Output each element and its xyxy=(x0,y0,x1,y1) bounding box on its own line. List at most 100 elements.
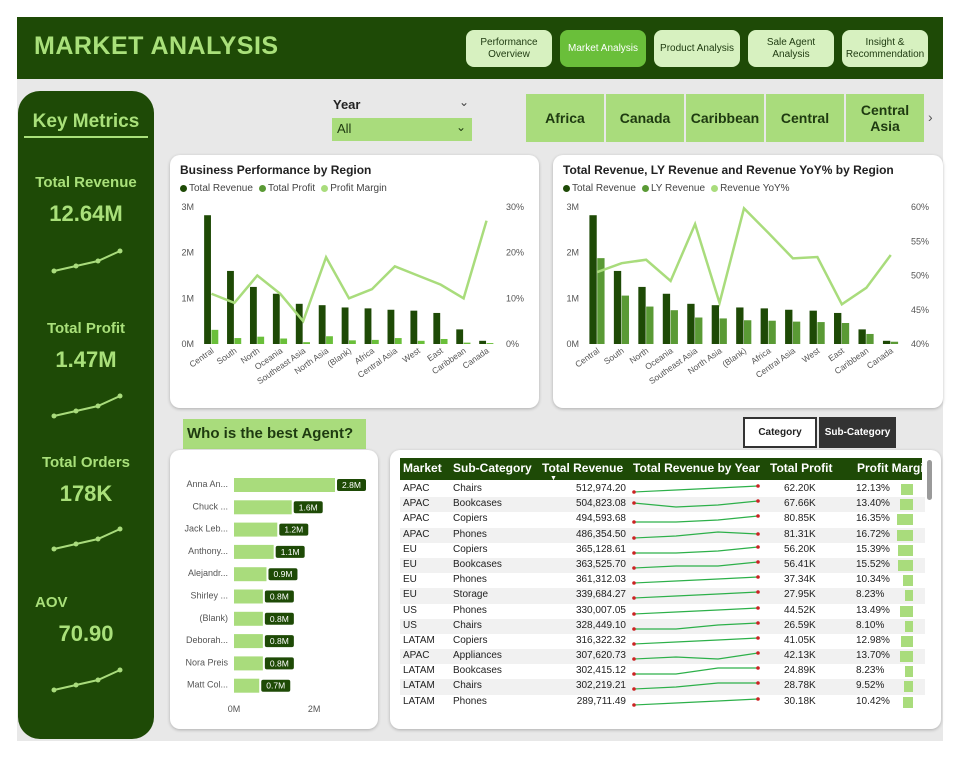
bar-total-revenue xyxy=(662,293,671,344)
table-row[interactable]: LATAM Copiers 316,322.32 41.05K 12.98% xyxy=(400,634,925,649)
cell-market: LATAM xyxy=(403,634,435,646)
business-performance-card: Business Performance by Region Total Rev… xyxy=(170,155,539,408)
cell-profit-margin: 16.72% xyxy=(856,528,890,540)
legend-item[interactable]: Revenue YoY% xyxy=(711,183,790,194)
nav-insight-recommendation[interactable]: Insight & Recommendation xyxy=(842,30,928,67)
profit-margin-bar xyxy=(900,499,913,511)
cell-sub-category: Storage xyxy=(453,589,489,601)
col-market[interactable]: Market xyxy=(403,461,442,475)
col-profit-margin[interactable]: Profit Margin xyxy=(857,461,922,475)
region-central[interactable]: Central xyxy=(766,94,844,142)
legend-item[interactable]: Total Revenue xyxy=(563,183,636,194)
nav-product-analysis[interactable]: Product Analysis xyxy=(654,30,740,67)
agent-bar-chart[interactable]: Anna An... 2.8M Chuck ... 1.6M Jack Leb... 1.… xyxy=(170,450,378,729)
bar-ly-revenue xyxy=(719,318,727,344)
bar-total-revenue xyxy=(479,340,487,344)
region-canada[interactable]: Canada xyxy=(606,94,684,142)
chevron-right-icon[interactable]: › xyxy=(928,109,933,125)
legend-item[interactable]: Total Profit xyxy=(258,183,315,194)
trend-end-dot xyxy=(756,620,760,625)
trend-end-dot xyxy=(756,560,760,564)
y2-tick-label: 50% xyxy=(911,271,929,281)
agent-bar xyxy=(234,544,274,559)
table-row[interactable]: APAC Phones 486,354.50 81.31K 16.72% xyxy=(400,527,925,543)
table-row[interactable]: EU Copiers 365,128.61 56.20K 15.39% xyxy=(400,543,925,558)
x-tick-label: Canada xyxy=(865,345,895,370)
table-row[interactable]: LATAM Chairs 302,219.21 28.78K 9.52% xyxy=(400,679,925,695)
cell-total-revenue: 365,128.61 xyxy=(575,543,626,555)
sort-desc-icon[interactable]: ▼ xyxy=(550,475,557,482)
trend-end-dot xyxy=(756,666,760,671)
profit-margin-bar xyxy=(898,544,913,556)
category-toggle[interactable]: Category xyxy=(743,417,817,448)
legend-item[interactable]: Total Revenue xyxy=(180,183,253,194)
cell-profit-margin: 8.23% xyxy=(856,665,885,677)
subcategory-toggle[interactable]: Sub-Category xyxy=(819,417,896,448)
cell-sub-category: Copiers xyxy=(453,543,488,555)
y2-tick-label: 45% xyxy=(911,305,929,315)
table-row[interactable]: EU Storage 339,684.27 27.95K 8.23% xyxy=(400,588,925,604)
table-row[interactable]: US Chairs 328,449.10 26.59K 8.10% xyxy=(400,618,925,634)
line-profit-margin xyxy=(210,220,488,324)
bar-total-revenue xyxy=(638,286,646,344)
year-dropdown[interactable]: All ⌄ xyxy=(332,118,472,141)
revenue-yoy-card: Total Revenue, LY Revenue and Revenue Yo… xyxy=(553,155,943,408)
agent-value-label: 0.8M xyxy=(270,658,289,668)
bar-total-profit xyxy=(280,338,288,344)
chevron-down-icon[interactable]: ⌄ xyxy=(459,95,470,109)
table-row[interactable]: US Phones 330,007.05 44.52K 13.49% xyxy=(400,604,925,619)
bar-total-profit xyxy=(326,336,333,344)
x-tick-label: South xyxy=(602,345,626,366)
cell-total-revenue: 504,823.08 xyxy=(575,498,626,510)
bar-total-revenue xyxy=(785,309,793,344)
nav-sale-agent-analysis[interactable]: Sale Agent Analysis xyxy=(748,30,834,67)
bar-total-revenue xyxy=(736,307,744,344)
table-row[interactable]: APAC Chairs 512,974.20 62.20K 12.13% xyxy=(400,482,925,497)
region-central-asia[interactable]: Central Asia xyxy=(846,94,924,142)
agent-bar xyxy=(234,678,260,693)
x-tick-label: Canada xyxy=(461,345,491,370)
trend-end-dot xyxy=(756,575,760,579)
trend-line xyxy=(634,546,759,554)
revenue-trend-sparkline xyxy=(632,605,760,616)
trend-line xyxy=(633,500,759,508)
trend-line xyxy=(633,561,759,569)
cell-profit-margin: 15.39% xyxy=(856,543,890,555)
profit-margin-bar xyxy=(903,681,913,693)
table-row[interactable]: EU Bookcases 363,525.70 56.41K 15.52% xyxy=(400,557,925,574)
bar-total-revenue xyxy=(227,270,234,344)
legend-item[interactable]: Profit Margin xyxy=(321,183,387,194)
table-row[interactable]: LATAM Phones 289,711.49 30.18K 10.42% xyxy=(400,695,925,710)
agent-bar xyxy=(234,522,278,537)
col-sub-category[interactable]: Sub-Category xyxy=(453,461,532,475)
table-row[interactable]: APAC Appliances 307,620.73 42.13K 13.70% xyxy=(400,649,925,665)
trend-line xyxy=(633,682,758,691)
table-row[interactable]: APAC Copiers 494,593.68 80.85K 16.35% xyxy=(400,512,925,527)
nav-market-analysis[interactable]: Market Analysis xyxy=(560,30,646,67)
x-tick-label: (Blank) xyxy=(720,345,748,369)
table-row[interactable]: EU Phones 361,312.03 37.34K 10.34% xyxy=(400,573,925,588)
agent-name-label: Deborah... xyxy=(186,635,228,645)
agent-value-badge xyxy=(279,523,309,536)
cell-sub-category: Chairs xyxy=(453,483,482,494)
col-total-profit[interactable]: Total Profit xyxy=(770,461,833,475)
col-revenue-by-year[interactable]: Total Revenue by Year xyxy=(633,461,760,475)
profit-margin-bar xyxy=(905,620,913,632)
cell-market: EU xyxy=(403,558,417,570)
y-tick-label: 1M xyxy=(566,293,579,303)
cell-profit-margin: 10.42% xyxy=(856,695,890,707)
legend-item[interactable]: LY Revenue xyxy=(641,183,705,194)
total-profit-value: 1.47M xyxy=(55,347,117,372)
region-africa[interactable]: Africa xyxy=(526,94,604,142)
table-row[interactable]: LATAM Bookcases 302,415.12 24.89K 8.23% xyxy=(400,664,925,679)
region-caribbean[interactable]: Caribbean xyxy=(686,94,764,142)
table-row[interactable]: APAC Bookcases 504,823.08 67.66K 13.40% xyxy=(400,497,925,513)
col-total-revenue[interactable]: Total Revenue xyxy=(542,461,624,475)
profit-margin-bar xyxy=(897,514,913,526)
cell-market: APAC xyxy=(403,483,430,494)
nav-performance-overview[interactable]: Performance Overview xyxy=(466,30,552,67)
vertical-scrollbar[interactable] xyxy=(927,460,932,500)
region-slicer: Africa Canada Caribbean Central Central … xyxy=(526,94,926,142)
